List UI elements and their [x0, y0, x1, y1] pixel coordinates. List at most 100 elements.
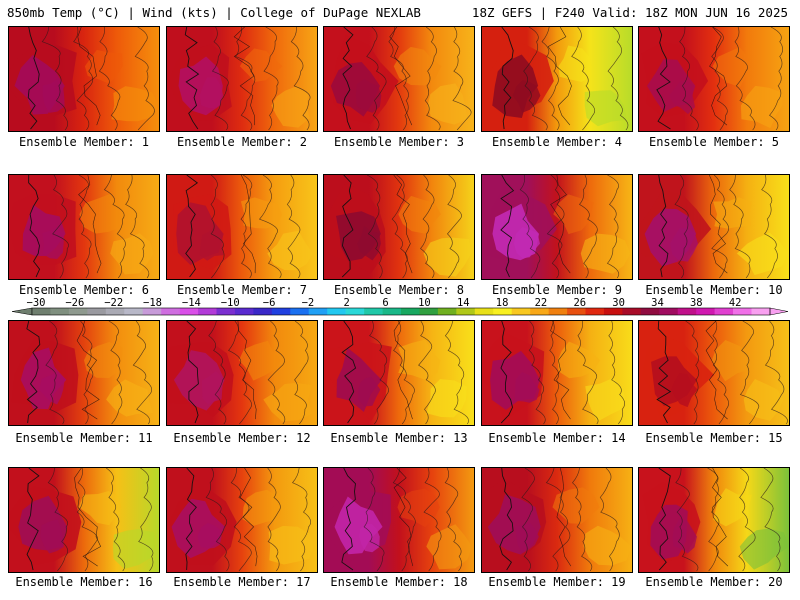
- colorbar-swatch: [548, 308, 568, 315]
- colorbar-swatch: [327, 308, 346, 315]
- colorbar-swatch: [511, 308, 531, 315]
- colorbar-swatch: [290, 308, 310, 315]
- colorbar-swatch: [640, 308, 660, 315]
- ensemble-member-panel: [8, 26, 160, 132]
- ensemble-member-panel: [323, 26, 475, 132]
- colorbar-swatch: [161, 308, 180, 315]
- colorbar-swatch: [456, 308, 476, 315]
- colorbar-swatch: [585, 308, 605, 315]
- ensemble-member-label: Ensemble Member: 9: [491, 283, 623, 297]
- colorbar-swatch: [142, 308, 162, 315]
- colorbar-outline: [31, 307, 771, 316]
- ensemble-member-label: Ensemble Member: 17: [173, 575, 311, 589]
- colorbar-swatch: [603, 308, 623, 315]
- colorbar-swatch: [216, 308, 236, 315]
- colorbar-tick-label: −6: [263, 297, 276, 309]
- colorbar-tick-label: −14: [182, 297, 201, 309]
- colorbar-tick-label: 10: [418, 297, 431, 309]
- colorbar-tick-label: 42: [729, 297, 742, 309]
- colorbar-swatch: [382, 308, 402, 315]
- colorbar-tick-label: −30: [27, 297, 46, 309]
- colorbar-tick-label: 14: [457, 297, 470, 309]
- ensemble-member-label: Ensemble Member: 7: [176, 283, 308, 297]
- colorbar-swatch: [253, 308, 273, 315]
- colorbar-swatch: [733, 308, 752, 315]
- colorbar-tick-label: 26: [573, 297, 586, 309]
- colorbar-swatch: [198, 308, 217, 315]
- colorbar-swatch: [50, 308, 70, 315]
- ensemble-member-label: Ensemble Member: 11: [15, 431, 153, 445]
- colorbar-tick-label: 18: [496, 297, 509, 309]
- colorbar-swatch: [179, 308, 199, 315]
- colorbar-tick-label: −18: [143, 297, 162, 309]
- colorbar-swatch: [124, 308, 143, 315]
- colorbar-tick-label: 34: [651, 297, 664, 309]
- ensemble-member-panel: [638, 26, 790, 132]
- ensemble-member-label: Ensemble Member: 14: [488, 431, 626, 445]
- colorbar-swatch: [530, 308, 549, 315]
- colorbar-swatch: [677, 308, 697, 315]
- ensemble-member-panel: [481, 26, 633, 132]
- colorbar-tick-label: 38: [690, 297, 703, 309]
- ensemble-member-panel: [481, 320, 633, 426]
- colorbar-tick-label: 22: [535, 297, 548, 309]
- ensemble-member-panel: [481, 174, 633, 280]
- ensemble-member-panel: [323, 467, 475, 573]
- ensemble-member-panel: [166, 467, 318, 573]
- colorbar-swatch: [437, 308, 457, 315]
- ensemble-member-label: Ensemble Member: 12: [173, 431, 311, 445]
- colorbar-swatch: [401, 308, 420, 315]
- ensemble-member-label: Ensemble Member: 4: [491, 135, 623, 149]
- colorbar-tick-label: −10: [221, 297, 240, 309]
- colorbar-tick-label: 6: [382, 297, 388, 309]
- colorbar-tick-label: −22: [104, 297, 123, 309]
- colorbar-swatch: [714, 308, 734, 315]
- ensemble-member-label: Ensemble Member: 20: [645, 575, 783, 589]
- ensemble-member-panel: [8, 320, 160, 426]
- colorbar-swatch: [751, 308, 771, 315]
- colorbar-swatch: [622, 308, 642, 315]
- colorbar-swatch: [419, 308, 439, 315]
- ensemble-member-panel: [8, 467, 160, 573]
- ensemble-member-panel: [638, 467, 790, 573]
- ensemble-member-label: Ensemble Member: 2: [176, 135, 308, 149]
- colorbar-swatch: [364, 308, 383, 315]
- colorbar-swatch: [567, 308, 586, 315]
- colorbar-left-arrow: [11, 307, 33, 316]
- ensemble-member-panel: [166, 174, 318, 280]
- ensemble-member-panel: [638, 174, 790, 280]
- ensemble-member-panel: [323, 320, 475, 426]
- colorbar-tick-label: −26: [65, 297, 84, 309]
- colorbar-swatch: [308, 308, 328, 315]
- colorbar-swatch: [68, 308, 88, 315]
- temperature-colorbar: −30 −26 −22 −18 −14 −10 −6 −2 2 6 10 14 18 22 26 30 34 38…: [11, 297, 789, 316]
- colorbar-tick-label: 2: [344, 297, 350, 309]
- ensemble-member-panel: [166, 320, 318, 426]
- colorbar-swatch: [105, 308, 125, 315]
- colorbar-tick-label: −2: [302, 297, 315, 309]
- ensemble-member-label: Ensemble Member: 8: [333, 283, 465, 297]
- colorbar-right-arrow: [769, 307, 789, 316]
- colorbar-swatch: [474, 308, 494, 315]
- colorbar-swatch: [345, 308, 365, 315]
- colorbar-swatch: [32, 308, 51, 315]
- ensemble-member-label: Ensemble Member: 5: [648, 135, 780, 149]
- colorbar-swatch: [234, 308, 254, 315]
- ensemble-member-label: Ensemble Member: 10: [645, 283, 783, 297]
- colorbar-swatch: [87, 308, 107, 315]
- colorbar-swatch: [271, 308, 291, 315]
- ensemble-member-panel: [323, 174, 475, 280]
- ensemble-member-label: Ensemble Member: 15: [645, 431, 783, 445]
- colorbar-swatch: [493, 308, 512, 315]
- ensemble-member-label: Ensemble Member: 3: [333, 135, 465, 149]
- ensemble-member-panel: [166, 26, 318, 132]
- ensemble-member-label: Ensemble Member: 1: [18, 135, 150, 149]
- ensemble-member-panel: [8, 174, 160, 280]
- colorbar-tick-label: 30: [612, 297, 625, 309]
- ensemble-member-label: Ensemble Member: 16: [15, 575, 153, 589]
- ensemble-member-label: Ensemble Member: 18: [330, 575, 468, 589]
- ensemble-member-panel: [481, 467, 633, 573]
- ensemble-member-label: Ensemble Member: 19: [488, 575, 626, 589]
- ensemble-member-label: Ensemble Member: 13: [330, 431, 468, 445]
- colorbar-swatch: [659, 308, 679, 315]
